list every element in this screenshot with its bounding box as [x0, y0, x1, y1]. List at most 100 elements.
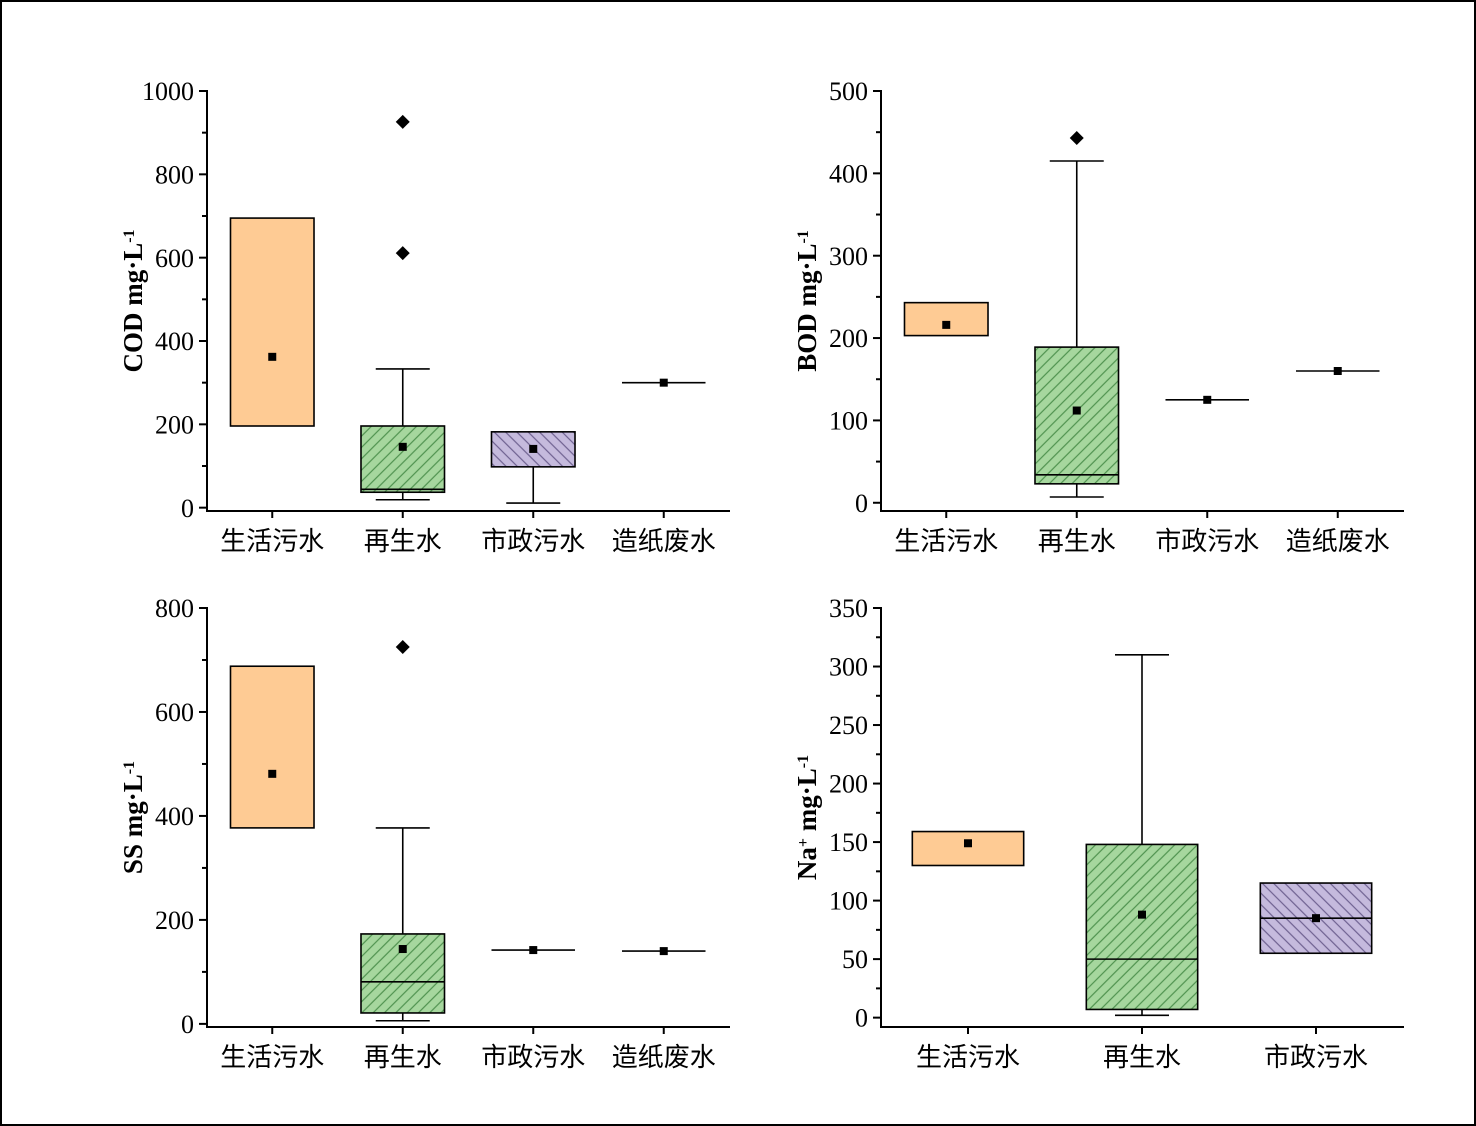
y-tick-label: 100	[829, 407, 868, 436]
box-plot-0	[229, 665, 315, 829]
category-label: 生活污水	[220, 527, 324, 557]
y-tick-label: 500	[829, 77, 868, 106]
mean-marker	[1333, 367, 1342, 375]
box-plot-2	[1165, 395, 1250, 404]
y-tick-label: 200	[829, 324, 868, 353]
y-axis-label-text: Na	[792, 847, 822, 880]
y-tick-label: 400	[155, 327, 194, 356]
category-label: 再生水	[1103, 1043, 1181, 1073]
outlier-point	[395, 639, 410, 654]
box-body	[903, 301, 989, 337]
y-tick-label: 400	[829, 159, 868, 188]
category-label: 再生水	[364, 527, 442, 557]
box-body	[360, 425, 446, 494]
mean-marker	[398, 945, 407, 954]
panel-cod: 0 200 400 600 800 1000 生活污水 再生水 市政污水 造纸废水 COD mg·L…	[118, 77, 730, 557]
mean-marker	[964, 839, 972, 848]
y-tick-label: 1000	[142, 77, 194, 106]
box-body	[1034, 346, 1120, 485]
box-plot-0	[911, 830, 1025, 867]
y-tick-label: 600	[155, 244, 194, 273]
mean-marker	[1138, 910, 1146, 919]
mean-marker	[1312, 914, 1320, 923]
box-body	[1085, 843, 1199, 1011]
y-axis-label: Na+ mg·L-1	[792, 755, 822, 880]
mean-marker	[1072, 406, 1081, 415]
y-tick-label: 800	[155, 160, 194, 189]
outlier-point	[395, 114, 410, 129]
outlier-point	[395, 246, 410, 261]
y-tick-label: 200	[829, 770, 868, 799]
box-body	[229, 665, 315, 829]
category-label: 再生水	[1038, 527, 1116, 557]
y-tick-label: 0	[181, 494, 194, 523]
box-plot-1	[1085, 654, 1199, 1017]
y-tick-label: 200	[155, 906, 194, 935]
outlier-point	[1069, 130, 1084, 145]
y-tick-label: 300	[829, 653, 868, 682]
category-label: 市政污水	[481, 1043, 585, 1073]
y-tick-label: 100	[829, 887, 868, 916]
mean-marker	[942, 320, 951, 329]
y-axis-label-superscript: -1	[121, 229, 138, 242]
box-plot-1	[360, 639, 446, 1022]
y-axis-label-text: mg·L	[792, 768, 822, 838]
mean-marker	[659, 378, 668, 387]
y-tick-label: 0	[181, 1010, 194, 1039]
y-tick-label: 150	[829, 828, 868, 857]
mean-marker	[268, 352, 277, 361]
category-label: 生活污水	[220, 1043, 324, 1073]
y-axis-label-superscript: -1	[795, 230, 812, 243]
panel-ss: 0 200 400 600 800 生活污水 再生水 市政污水 造纸废水 SS mg·L-1	[118, 594, 730, 1073]
box-plot-0	[229, 217, 315, 427]
y-axis-label-text: COD mg·L	[118, 243, 148, 373]
box-plot-0	[903, 301, 989, 337]
category-label: 造纸废水	[1286, 527, 1390, 557]
box-plot-1	[360, 114, 446, 501]
y-axis-label-text: SS mg·L	[118, 774, 148, 874]
y-tick-label: 800	[155, 594, 194, 623]
category-label: 再生水	[364, 1043, 442, 1073]
y-tick-label: 600	[155, 698, 194, 727]
y-axis-label-superscript: -1	[121, 761, 138, 774]
box-plot-2	[1259, 882, 1373, 955]
category-label: 市政污水	[481, 527, 585, 557]
y-tick-label: 300	[829, 242, 868, 271]
y-tick-label: 0	[855, 1004, 868, 1033]
category-label: 生活污水	[894, 527, 998, 557]
y-tick-label: 50	[842, 945, 868, 974]
box-body	[229, 217, 315, 427]
y-axis-label: COD mg·L-1	[118, 229, 148, 372]
y-axis-label-superscript: +	[795, 838, 812, 847]
panel-na: 0 50 100 150 200 250 300 350 生活污水 再生水 市政污水 Na+ mg·L…	[792, 594, 1404, 1073]
mean-marker	[529, 444, 538, 453]
y-axis-label-superscript: -1	[795, 755, 812, 768]
category-label: 生活污水	[916, 1043, 1020, 1073]
box-plot-1	[1034, 130, 1120, 498]
category-label: 市政污水	[1264, 1043, 1368, 1073]
mean-marker	[268, 769, 277, 778]
y-tick-label: 200	[155, 410, 194, 439]
y-axis-label-text: BOD mg·L	[792, 244, 822, 372]
y-axis-label: BOD mg·L-1	[792, 230, 822, 372]
y-tick-label: 0	[855, 489, 868, 518]
y-axis-label: SS mg·L-1	[118, 761, 148, 874]
box-plot-3	[621, 947, 706, 956]
box-plot-2	[490, 431, 576, 504]
box-body	[911, 830, 1025, 867]
mean-marker	[659, 947, 668, 956]
category-label: 造纸废水	[612, 1043, 716, 1073]
panel-bod: 0 100 200 300 400 500 生活污水 再生水 市政污水 造纸废水 BOD mg·L-…	[792, 77, 1404, 557]
mean-marker	[398, 442, 407, 451]
box-plot-2	[491, 946, 576, 955]
mean-marker	[529, 946, 538, 955]
y-tick-label: 250	[829, 711, 868, 740]
category-label: 市政污水	[1155, 527, 1259, 557]
box-plot-3	[1295, 367, 1380, 375]
category-label: 造纸废水	[612, 527, 716, 557]
y-tick-label: 400	[155, 802, 194, 831]
box-plot-3	[621, 378, 706, 387]
